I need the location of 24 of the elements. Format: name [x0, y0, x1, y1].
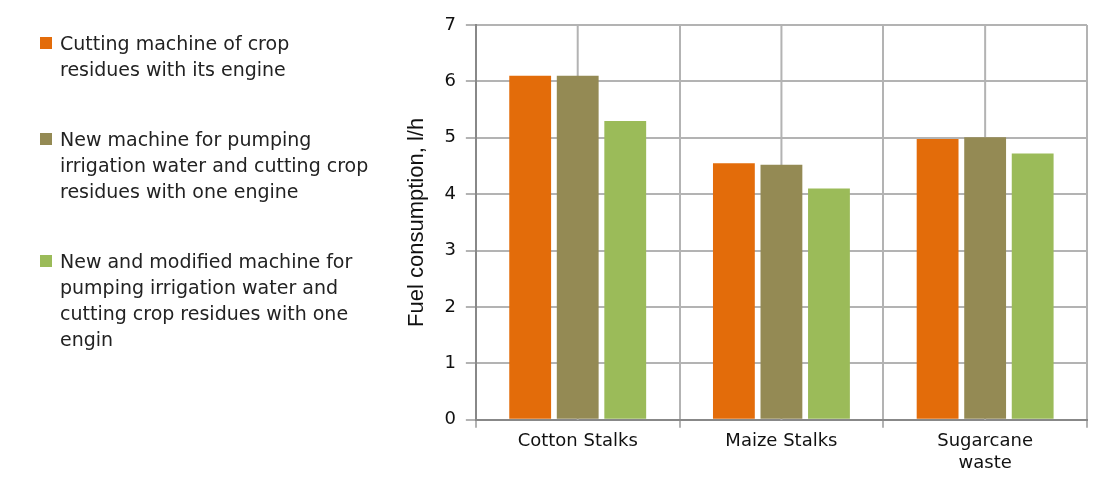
- bar: [712, 163, 755, 419]
- y-tick-label: 5: [444, 125, 456, 147]
- x-tick-label: Cotton Stalks: [517, 429, 638, 451]
- bar: [1011, 153, 1054, 419]
- x-tick-label: Maize Stalks: [725, 429, 838, 451]
- bar: [556, 75, 599, 419]
- y-tick-label: 6: [444, 69, 456, 91]
- legend-label: Cutting machine of crop residues with its engine: [60, 31, 291, 82]
- x-tick-label: Sugarcane waste: [937, 429, 1033, 472]
- y-tick-label: 3: [444, 238, 456, 260]
- bar: [760, 164, 803, 419]
- bar: [808, 188, 850, 419]
- legend-label: New and modified machine for pumping irrigation water and cutting crop residues with one engin: [60, 249, 354, 352]
- y-tick-label: 7: [444, 12, 456, 34]
- bar: [604, 120, 647, 419]
- y-tick-label: 2: [444, 294, 456, 316]
- y-tick-label: 0: [444, 407, 456, 429]
- bar: [509, 75, 552, 419]
- y-tick-label: 4: [444, 181, 456, 203]
- y-axis-title: Fuel consumption, l/h: [403, 117, 429, 327]
- bar: [964, 137, 1007, 419]
- bar: [916, 138, 959, 419]
- legend-label: New machine for pumping irrigation water and cutting crop residues with one engine: [60, 127, 370, 204]
- y-tick-label: 1: [444, 351, 456, 373]
